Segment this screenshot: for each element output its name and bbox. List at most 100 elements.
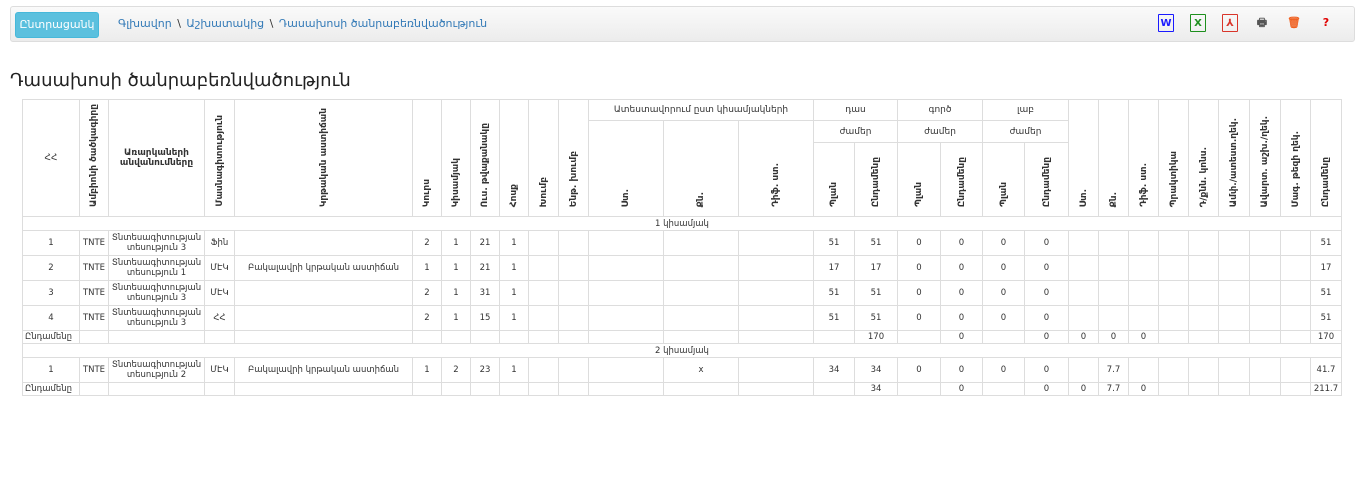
table-cell	[1128, 357, 1159, 383]
table-cell	[663, 280, 739, 306]
table-cell	[738, 357, 814, 383]
table-cell: 34	[854, 357, 898, 383]
table-cell: 0	[940, 382, 983, 396]
table-cell: 34	[854, 382, 898, 396]
print-icon[interactable]: 🖶	[1256, 16, 1268, 29]
table-cell	[1128, 305, 1159, 331]
table-cell	[588, 382, 664, 396]
table-cell: 0	[940, 280, 983, 306]
table-cell: 0	[1068, 330, 1099, 344]
table-cell	[1280, 330, 1311, 344]
table-cell: Ընդամենը	[22, 382, 80, 396]
table-cell	[234, 305, 413, 331]
toolbar: Ընտրացանկ Գլխավոր \ Աշխատակից \ Դասախոսի…	[10, 6, 1355, 42]
breadcrumb-separator: \	[269, 17, 274, 30]
table-cell: 0	[982, 255, 1025, 281]
table-cell	[1158, 330, 1189, 344]
table-cell: 0	[982, 230, 1025, 256]
table-cell	[1280, 255, 1311, 281]
table-cell	[588, 330, 664, 344]
table-row: 1 TNTE Տնտեսագիտության տեսություն 2 ՄԷԿ Բակա…	[22, 357, 1342, 383]
table-cell	[1280, 305, 1311, 331]
table-cell	[1218, 305, 1250, 331]
table-cell: 0	[897, 230, 941, 256]
table-cell: 1	[499, 255, 529, 281]
table-cell: 17	[1310, 255, 1342, 281]
table-cell: Բակալավրի կրթական աստիճան	[234, 255, 413, 281]
table-cell: Ֆին	[204, 230, 235, 256]
table-cell	[813, 330, 855, 344]
table-cell	[79, 330, 109, 344]
table-cell	[1158, 305, 1189, 331]
breadcrumb-home[interactable]: Գլխավոր	[118, 17, 172, 30]
header-lab: լաբ	[982, 99, 1069, 121]
table-cell	[738, 230, 814, 256]
table-cell	[1280, 382, 1311, 396]
table-cell: Տնտեսագիտության տեսություն 3	[108, 280, 205, 306]
header-st: Ստ.	[1068, 99, 1099, 217]
table-cell	[412, 330, 442, 344]
table-cell: 1	[441, 305, 471, 331]
table-cell: ՄԷԿ	[204, 357, 235, 383]
table-cell	[738, 305, 814, 331]
table-cell: 3	[22, 280, 80, 306]
workload-table: ՀՀ Ամբիոնի ծածկագիրը Առարկաների անվանում…	[22, 99, 1342, 396]
table-cell	[499, 330, 529, 344]
total-row: Ընդամենը 34 0 0 0 7.7 0 211.7	[22, 382, 1342, 396]
table-cell	[1188, 382, 1219, 396]
table-row: 4 TNTE Տնտեսագիտության տեսություն 3 ՀՀ 2 1 15 1…	[22, 305, 1342, 331]
table-cell	[528, 280, 559, 306]
word-icon[interactable]: W	[1158, 14, 1174, 32]
table-cell: TNTE	[79, 255, 109, 281]
header-lab-total: Ընդամենը	[1024, 142, 1069, 217]
table-cell: 34	[813, 357, 855, 383]
table-cell	[663, 255, 739, 281]
breadcrumb-employee[interactable]: Աշխատակից	[186, 17, 265, 30]
pdf-icon[interactable]: ⅄	[1222, 14, 1238, 32]
header-exam-consult: Դ/քնն. կոնս.	[1188, 99, 1219, 217]
header-lab-hours: ժամեր	[982, 120, 1069, 143]
table-cell	[234, 382, 413, 396]
header-students: Ուս. թվաքանակը	[470, 99, 500, 217]
excel-icon[interactable]: X	[1190, 14, 1206, 32]
header-attest-dif: Դիֆ. ստ.	[738, 120, 814, 217]
table-cell	[1098, 230, 1129, 256]
table-cell: 17	[813, 255, 855, 281]
table-cell: 0	[940, 357, 983, 383]
table-cell: 2	[22, 255, 80, 281]
table-cell	[1249, 330, 1281, 344]
table-cell	[528, 255, 559, 281]
table-cell: Տնտեսագիտության տեսություն 2	[108, 357, 205, 383]
header-dif: Դիֆ. ստ.	[1128, 99, 1159, 217]
help-icon[interactable]: ?	[1322, 16, 1330, 29]
table-cell	[1158, 382, 1189, 396]
table-cell	[1128, 280, 1159, 306]
table-cell: 0	[1098, 330, 1129, 344]
total-row: Ընդամենը 170 0 0 0 0 0 170	[22, 330, 1342, 344]
table-cell	[1188, 330, 1219, 344]
table-cell	[528, 382, 559, 396]
table-cell	[1158, 280, 1189, 306]
table-cell: 0	[1024, 382, 1069, 396]
table-cell	[588, 305, 664, 331]
table-cell: 51	[854, 230, 898, 256]
table-cell: 51	[813, 230, 855, 256]
table-cell: 0	[940, 230, 983, 256]
menu-button[interactable]: Ընտրացանկ	[15, 12, 99, 38]
table-cell: 0	[1024, 255, 1069, 281]
table-cell: TNTE	[79, 357, 109, 383]
table-cell	[1188, 255, 1219, 281]
table-cell	[588, 357, 664, 383]
table-cell: 0	[897, 280, 941, 306]
table-cell: Ընդամենը	[22, 330, 80, 344]
table-cell: TNTE	[79, 280, 109, 306]
table-cell: 0	[940, 305, 983, 331]
table-cell	[1188, 280, 1219, 306]
table-cell: Բակալավրի կրթական աստիճան	[234, 357, 413, 383]
table-cell: 0	[1024, 280, 1069, 306]
header-grand-total: Ընդամենը	[1310, 99, 1342, 217]
table-cell: ՀՀ	[204, 305, 235, 331]
trash-icon[interactable]: 🗑	[1287, 16, 1301, 29]
table-cell	[1249, 280, 1281, 306]
table-cell	[204, 330, 235, 344]
